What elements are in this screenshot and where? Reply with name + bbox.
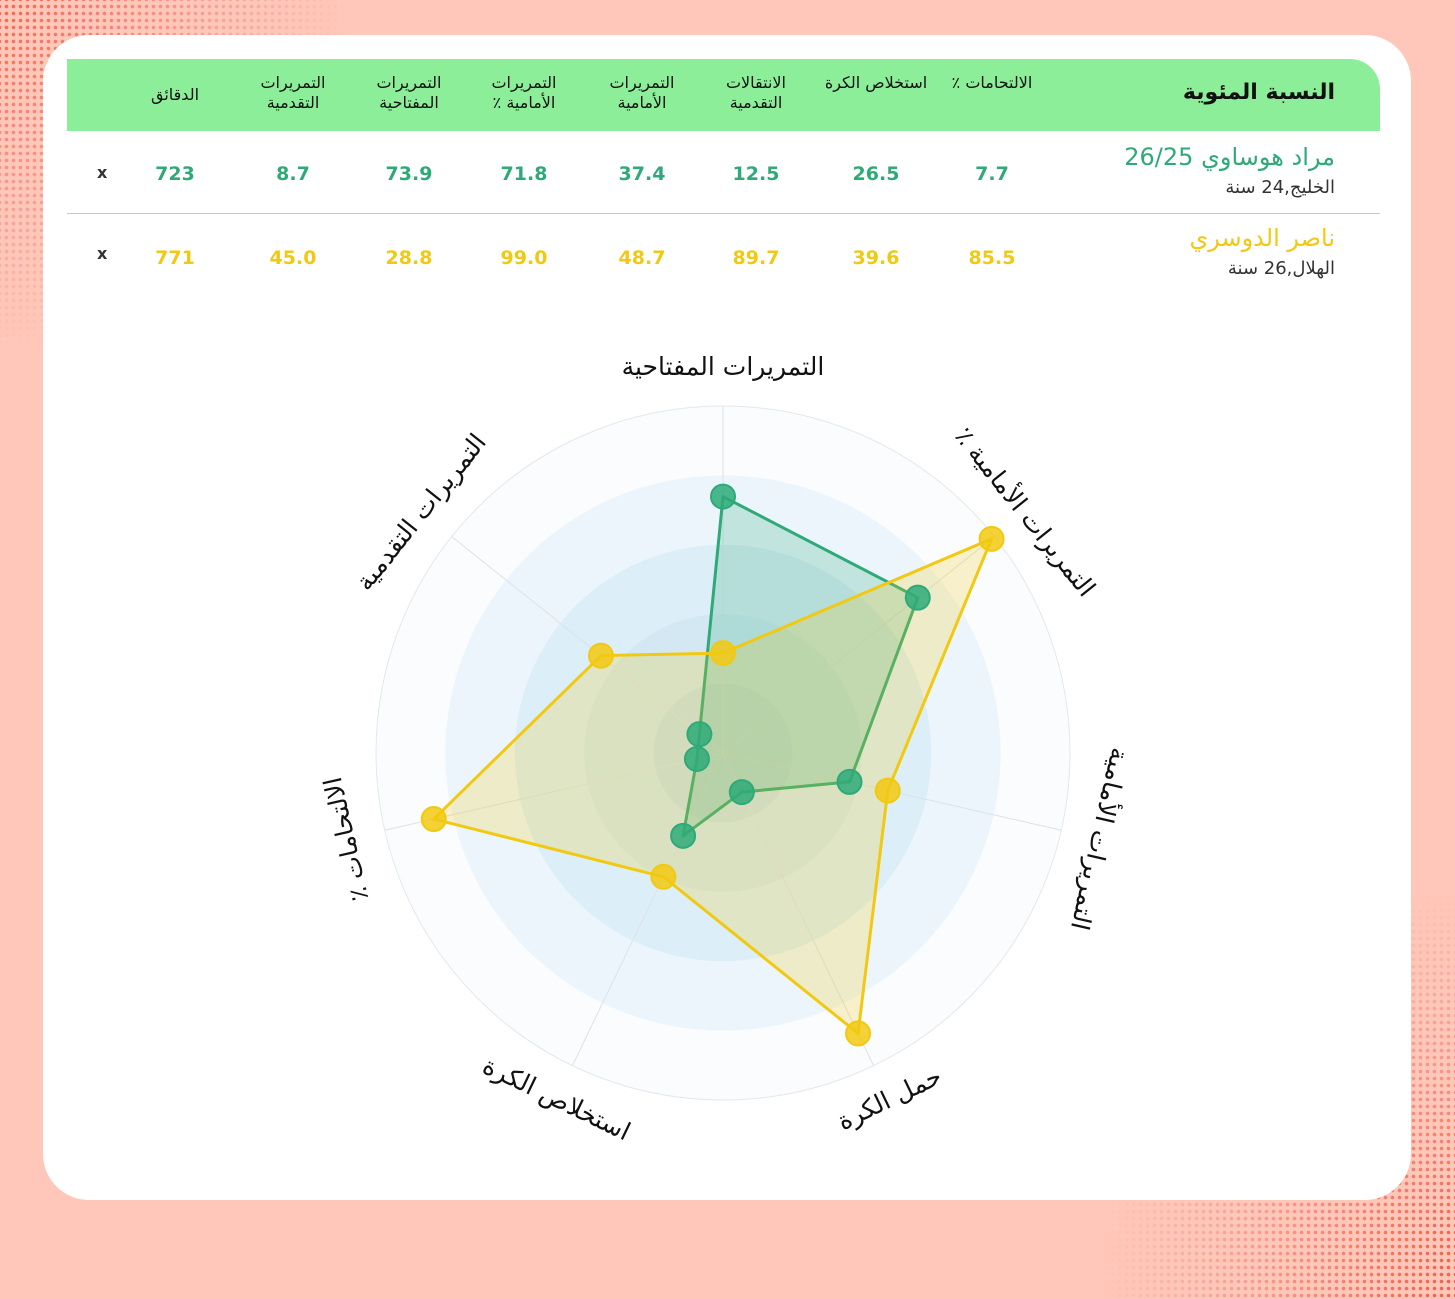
player-info: الهلال,26 سنة: [1227, 258, 1335, 279]
player-name: مراد هوساوي 26/25: [1124, 143, 1335, 171]
remove-player-button[interactable]: x: [97, 163, 108, 182]
cell: 8.7: [276, 163, 310, 185]
data-point: [686, 721, 713, 748]
data-point: [874, 777, 901, 804]
cell: 39.6: [852, 247, 900, 269]
data-point: [836, 768, 863, 795]
cell: 26.5: [852, 163, 900, 185]
cell: 99.0: [500, 247, 548, 269]
col-key-passes: التمريرات المفتاحية: [376, 73, 442, 112]
player-name: ناصر الدوسري: [1189, 224, 1335, 252]
col-minutes: الدقائق: [150, 85, 200, 104]
cell: 73.9: [385, 163, 433, 185]
cell: 48.7: [618, 247, 666, 269]
data-point: [587, 642, 614, 669]
cell: 85.5: [968, 247, 1016, 269]
radar-spoke: [451, 536, 724, 754]
col-progressive-carries: الانتقالات التقدمية: [725, 73, 786, 112]
cell: 45.0: [269, 247, 317, 269]
header-title: النسبة المئوية: [1182, 80, 1335, 105]
data-point: [710, 640, 736, 667]
col-forward-pass-pct: التمريرات الأمامية ٪: [491, 73, 557, 112]
radar-spoke: [722, 752, 875, 1066]
axis-label: التمريرات المفتاحية: [622, 352, 825, 381]
table-row: ناصر الدوسري الهلال,26 سنة 85.5 39.6 89.…: [67, 214, 1380, 294]
data-point: [420, 806, 447, 833]
cell: 7.7: [975, 163, 1009, 185]
data-point: [978, 525, 1005, 552]
series-area-1: [432, 537, 994, 1035]
col-duels-pct: الالتحامات ٪: [951, 73, 1033, 92]
col-progressive-passes: التمريرات التقدمية: [260, 73, 326, 112]
data-point: [683, 745, 710, 772]
data-point: [904, 584, 931, 611]
table-row: مراد هوساوي 26/25 الخليج,24 سنة 7.7 26.5…: [67, 133, 1380, 214]
col-forward-passes: التمريرات الأمامية: [609, 73, 675, 112]
radar-spoke: [722, 536, 995, 754]
cell: 28.8: [385, 247, 433, 269]
cell: 89.7: [732, 247, 780, 269]
axis-label: الالتحامات ٪: [318, 774, 374, 903]
col-tackles: استخلاص الكرة: [824, 73, 928, 92]
data-point: [728, 779, 755, 806]
data-point: [845, 1020, 872, 1047]
cell: 71.8: [500, 163, 548, 185]
data-point: [670, 822, 697, 849]
radar-spoke: [571, 752, 724, 1066]
cell: 37.4: [618, 163, 666, 185]
axis-label: التمريرات الأمامية: [1065, 745, 1137, 933]
table-header: النسبة المئوية الالتحامات ٪ استخلاص الكر…: [67, 59, 1380, 131]
cell: 12.5: [732, 163, 780, 185]
data-point: [710, 483, 736, 510]
player-info: الخليج,24 سنة: [1225, 177, 1335, 198]
remove-player-button[interactable]: x: [97, 244, 108, 263]
cell: 723: [155, 163, 195, 185]
cell: 771: [155, 247, 195, 269]
data-point: [650, 863, 677, 890]
